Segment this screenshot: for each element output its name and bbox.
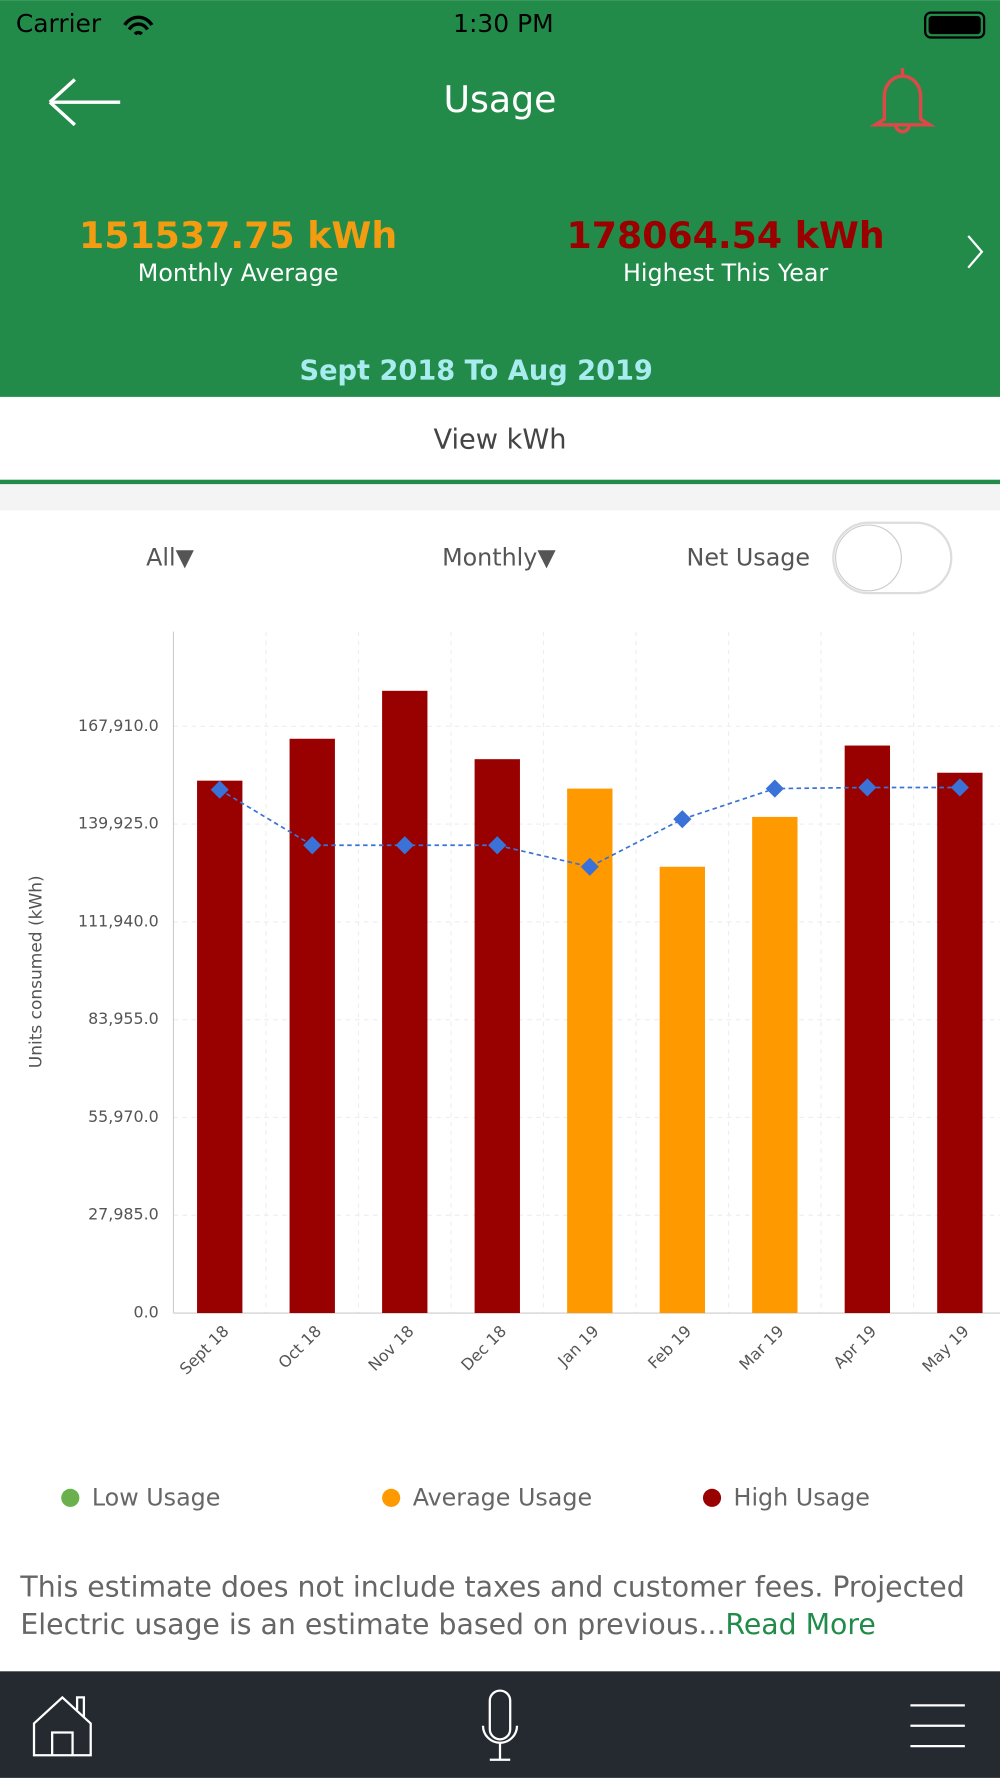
trend-point [580, 857, 599, 876]
bar [844, 745, 891, 1314]
tab-bar [0, 396, 1000, 484]
battery-level [928, 15, 981, 35]
y-tick-label: 139,925.0 [78, 814, 159, 833]
menu-icon[interactable] [910, 1704, 965, 1748]
bar [937, 772, 983, 1314]
disclaimer-text: Electric usage is an estimate based on p… [20, 1608, 725, 1641]
wifi-icon [123, 15, 154, 36]
home-icon[interactable] [32, 1695, 92, 1757]
bar [197, 780, 243, 1314]
category-filter[interactable]: All▼ [146, 544, 195, 572]
header-bg [0, 0, 1000, 397]
y-tick-label: 111,940.0 [78, 911, 159, 930]
microphone-icon[interactable] [481, 1689, 519, 1761]
summary-label: Highest This Year [623, 259, 828, 287]
clock: 1:30 PM [453, 9, 553, 38]
summary-value: 151537.75 kWh [79, 214, 397, 257]
legend-swatch [382, 1488, 401, 1507]
bar [382, 690, 428, 1314]
y-tick-label: 55,970.0 [88, 1107, 159, 1126]
period: Sept 2018 To Aug 2019 [300, 355, 653, 386]
battery [924, 11, 986, 39]
legend-swatch [61, 1488, 80, 1507]
carrier: Carrier [16, 9, 102, 38]
legend-label: Average Usage [413, 1483, 592, 1511]
trend-point [673, 810, 692, 829]
legend-swatch [702, 1488, 722, 1507]
notification-bell[interactable] [869, 68, 936, 134]
back-button[interactable] [48, 78, 121, 127]
summary-value: 178064.54 kWh [567, 214, 885, 257]
y-tick-label: 0.0 [133, 1303, 158, 1322]
y-axis-title: Units consumed (kWh) [26, 875, 46, 1068]
toggle-label: Net Usage [687, 544, 810, 572]
read-more-link[interactable]: Read More [725, 1608, 875, 1641]
next-chevron[interactable] [967, 235, 984, 269]
interval-filter[interactable]: Monthly▼ [442, 544, 556, 572]
legend-label: High Usage [734, 1483, 870, 1511]
y-tick-label: 167,910.0 [78, 716, 159, 735]
trend-line [219, 786, 960, 868]
trend-point [858, 778, 877, 797]
toggle-knob [835, 524, 902, 592]
disclaimer: This estimate does not include taxes and… [19, 1571, 964, 1604]
disclaimer: Electric usage is an estimate based on p… [20, 1608, 875, 1641]
summary-label: Monthly Average [138, 259, 339, 287]
bar [289, 738, 335, 1314]
trend-point [303, 836, 322, 855]
tab[interactable]: View kWh [433, 425, 566, 456]
bar [752, 816, 798, 1314]
legend-label: Low Usage [92, 1483, 221, 1511]
y-tick-label: 27,985.0 [88, 1205, 159, 1224]
bottom-nav [0, 1671, 1000, 1778]
divider [0, 484, 1000, 511]
trend-point [765, 779, 784, 798]
trend-point [210, 780, 229, 799]
trend-point [488, 836, 507, 855]
page-title: Usage [443, 78, 556, 121]
y-tick-label: 83,955.0 [88, 1009, 159, 1028]
bar [567, 788, 613, 1314]
bar [659, 866, 705, 1314]
trend-point [395, 836, 414, 855]
tab-underline [0, 479, 1000, 485]
trend-point [950, 778, 969, 797]
legend: Low Usage Average Usage High Usage [61, 1483, 870, 1511]
